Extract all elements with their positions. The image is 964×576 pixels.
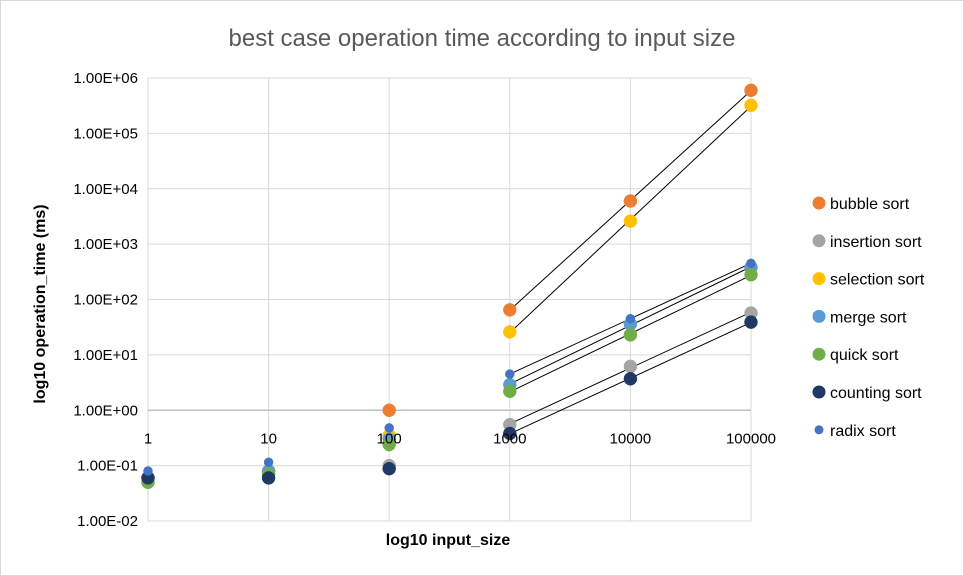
legend-marker-merge [812, 309, 826, 323]
data-point-quick [382, 437, 396, 452]
data-point-bubble [623, 194, 638, 208]
legend-marker-counting [812, 385, 826, 399]
data-point-counting [503, 426, 517, 441]
data-point-insertion [623, 359, 638, 374]
legend-label-quick: quick sort [830, 347, 899, 364]
data-point-bubble [744, 83, 758, 98]
legend-marker-quick [812, 347, 826, 361]
legend-label-insertion: insertion sort [830, 234, 922, 251]
y-tick-label: 1.00E-01 [77, 458, 138, 475]
data-point-radix [625, 313, 636, 324]
x-tick-label: 1 [144, 430, 152, 447]
legend: bubble sort insertion sort selection sort m… [812, 196, 925, 440]
data-point-counting [382, 461, 396, 476]
x-tick-label: 100000 [726, 430, 776, 447]
y-tick-label: 1.00E+02 [73, 292, 138, 309]
chart-title: best case operation time according to in… [229, 25, 736, 52]
data-point-quick [503, 384, 517, 399]
legend-marker-selection [812, 272, 826, 286]
data-point-counting [261, 471, 276, 485]
legend-marker-radix [814, 425, 824, 435]
data-point-radix [143, 466, 153, 476]
legend-label-counting: counting sort [830, 385, 922, 402]
y-tick-label: 1.00E+06 [73, 70, 138, 87]
data-point-counting [744, 315, 758, 329]
legend-label-merge: merge sort [830, 309, 907, 326]
data-point-selection [744, 98, 758, 113]
data-point-selection [503, 325, 517, 339]
tick-label-layer: 1.00E-02 1.00E-01 1.00E+00 1.00E+01 1.00E+02… [73, 70, 776, 530]
data-point-quick [623, 328, 638, 342]
legend-label-radix: radix sort [830, 423, 896, 440]
x-axis-label: log10 input_size [386, 532, 511, 549]
y-tick-label: 1.00E+03 [73, 236, 138, 253]
data-point-radix [384, 423, 394, 433]
data-point-selection [623, 214, 638, 228]
x-tick-label: 10000 [610, 430, 652, 447]
y-tick-label: 1.00E+05 [73, 125, 138, 142]
legend-marker-bubble [812, 196, 826, 210]
data-point-radix [746, 258, 756, 269]
y-axis-label: log10 operation_time (ms) [32, 204, 49, 403]
data-point-bubble [382, 403, 396, 417]
x-tick-label: 1000 [493, 430, 526, 447]
y-tick-label: 1.00E+01 [73, 347, 138, 364]
data-point-radix [505, 369, 515, 379]
y-tick-label: 1.00E-02 [77, 513, 138, 530]
legend-label-bubble: bubble sort [830, 196, 910, 213]
data-point-quick [744, 267, 758, 282]
point-layer [141, 83, 758, 490]
y-tick-label: 1.00E+00 [73, 402, 138, 419]
data-point-bubble [503, 303, 517, 317]
x-tick-label: 100 [377, 430, 402, 447]
y-tick-label: 1.00E+04 [73, 181, 138, 198]
grid-layer [147, 77, 752, 522]
data-point-radix [263, 457, 274, 468]
legend-label-selection: selection sort [830, 272, 925, 289]
legend-marker-insertion [812, 234, 826, 248]
data-point-counting [623, 372, 638, 386]
x-tick-label: 10 [260, 430, 277, 447]
